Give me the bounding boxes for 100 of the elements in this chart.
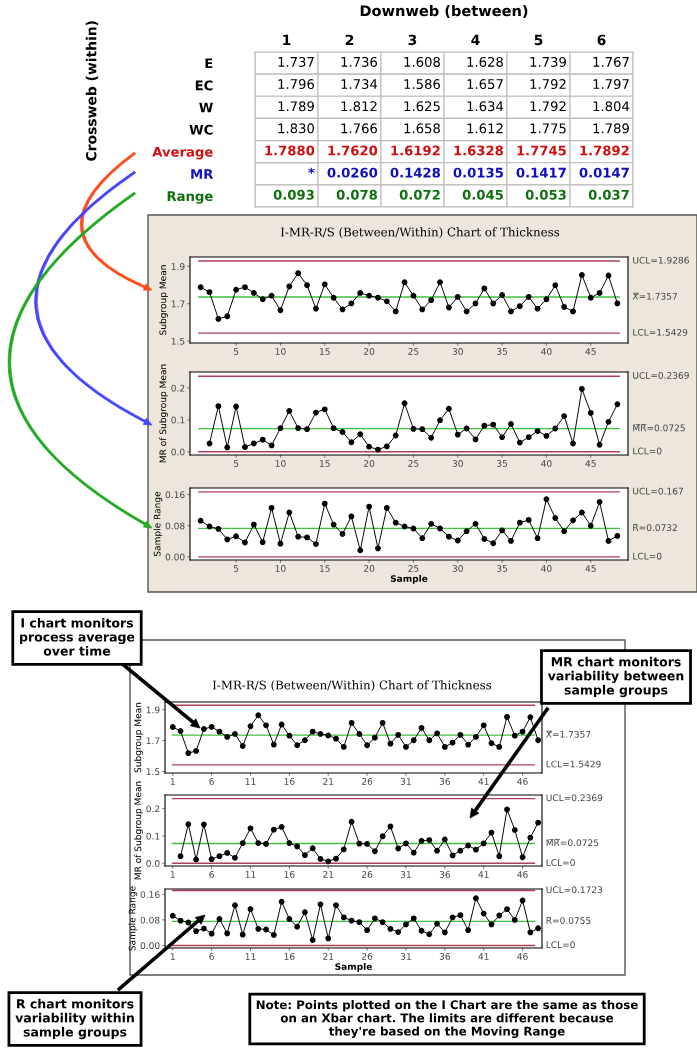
point [286, 283, 293, 290]
data-label: 1.830 [278, 123, 314, 134]
point [437, 279, 443, 286]
point [480, 910, 487, 917]
point [177, 853, 184, 860]
point [357, 289, 364, 296]
data-label: 0.0147 [579, 167, 629, 178]
point [224, 536, 231, 543]
point [357, 431, 364, 438]
point [348, 719, 355, 726]
data-label: 0.045 [462, 189, 503, 200]
point [387, 823, 394, 830]
y-axis-title: MR of Subgroup Mean [134, 781, 143, 880]
point [472, 300, 479, 307]
point [481, 422, 488, 429]
point [449, 852, 456, 859]
data-label: 1.625 [404, 101, 440, 112]
point [587, 294, 594, 301]
point [481, 285, 488, 292]
point [309, 845, 316, 852]
x-tick-label: 6 [209, 778, 214, 785]
point [410, 525, 417, 532]
x-tick-label: 1 [283, 34, 291, 45]
y-tick-label: 1.9 [171, 263, 185, 270]
point [177, 917, 184, 924]
point [333, 902, 339, 909]
point [356, 840, 363, 847]
data-label: 1.767 [593, 56, 629, 67]
point [383, 443, 390, 450]
point [200, 821, 207, 828]
y-tick-label: 1.5 [171, 337, 185, 345]
point [410, 292, 417, 299]
point [463, 528, 470, 535]
point [250, 440, 257, 447]
point [552, 282, 559, 289]
x-tick-label: 35 [497, 565, 508, 572]
x-tick-label: 15 [320, 460, 330, 467]
ref-line-label: UCL=0.2369 [633, 371, 689, 379]
point [309, 937, 316, 943]
x-tick-label: 31 [400, 778, 411, 785]
point [395, 929, 402, 935]
point [543, 496, 550, 503]
point [270, 741, 277, 748]
point [434, 730, 440, 737]
point [325, 935, 332, 942]
point [250, 289, 257, 296]
point [215, 315, 222, 322]
x-tick-label: 26 [362, 953, 373, 960]
point [534, 305, 541, 312]
x-tick-label: 45 [585, 460, 596, 467]
x-tick-label: 20 [364, 565, 375, 572]
point [392, 432, 399, 439]
point [570, 440, 576, 447]
point [286, 732, 293, 739]
point [330, 294, 337, 301]
point [255, 925, 262, 932]
point [508, 308, 514, 315]
point [242, 444, 248, 450]
point [371, 848, 378, 855]
ref-line-label: UCL=0.1723 [546, 886, 603, 894]
point [570, 308, 576, 315]
data-label: 1.7892 [580, 145, 629, 156]
point [437, 417, 443, 424]
y-tick-label: 0.2 [171, 384, 185, 392]
point [473, 895, 479, 902]
point [561, 413, 568, 419]
point [330, 521, 337, 528]
x-tick-label: 46 [517, 778, 528, 785]
point [302, 737, 308, 744]
x-tick-label: 10 [275, 348, 286, 355]
x-tick-label: 41 [478, 778, 489, 785]
y-tick-label: EC [195, 80, 213, 91]
point [488, 921, 495, 928]
point [457, 847, 464, 854]
point [499, 434, 506, 441]
point [525, 293, 532, 300]
x-axis-title: Sample [335, 962, 372, 972]
point [395, 731, 402, 738]
y-tick-label: 1.7 [171, 300, 185, 308]
x-tick-label: 1 [170, 778, 175, 785]
x-tick-label: 36 [439, 953, 451, 960]
point [325, 858, 332, 865]
point [348, 439, 355, 446]
point [490, 300, 497, 307]
data-label: 1.804 [593, 101, 630, 112]
point [587, 409, 594, 416]
ref-line-label: UCL=0.167 [633, 487, 683, 495]
point [340, 914, 347, 921]
point [504, 906, 510, 913]
point [596, 441, 603, 448]
point [465, 741, 472, 748]
point [286, 408, 293, 414]
point [454, 537, 461, 544]
y-tick-label: E [205, 58, 213, 69]
point [233, 533, 240, 540]
y-tick-label: 1.7 [146, 737, 160, 745]
x-tick-label: 6 [209, 953, 214, 960]
point [445, 533, 452, 540]
data-label: 1.797 [593, 79, 629, 90]
point [295, 425, 302, 432]
